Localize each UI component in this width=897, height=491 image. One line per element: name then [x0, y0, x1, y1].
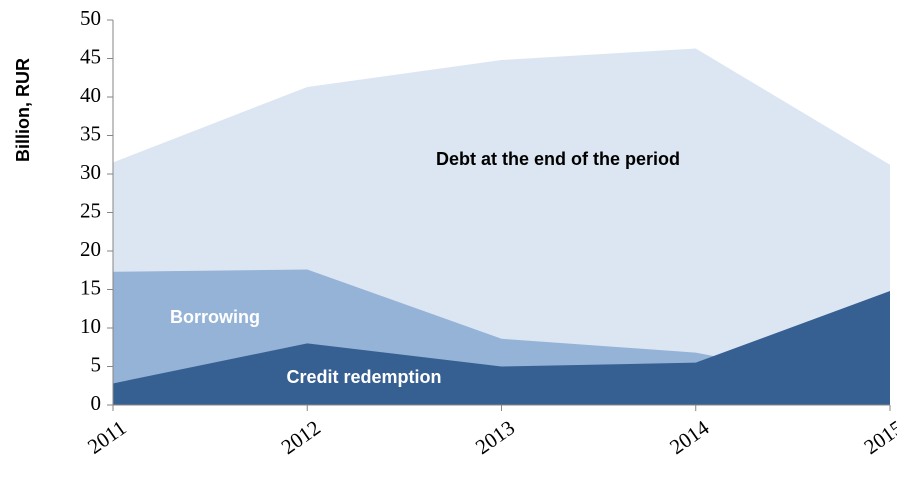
y-tick-label: 50: [80, 6, 101, 30]
y-tick-label: 45: [80, 44, 101, 68]
y-tick-label: 0: [91, 391, 102, 415]
series-label: Credit redemption: [286, 367, 441, 387]
y-tick-label: 30: [80, 160, 101, 184]
x-tick-label: 2013: [471, 415, 519, 459]
y-tick-label: 40: [80, 83, 101, 107]
y-tick-label: 25: [80, 198, 101, 222]
series-label: Debt at the end of the period: [436, 149, 680, 169]
y-axis-label: Billion, RUR: [13, 58, 33, 162]
y-tick-label: 10: [80, 314, 101, 338]
y-tick-label: 5: [91, 352, 102, 376]
y-tick-label: 35: [80, 121, 101, 145]
x-tick-label: 2012: [277, 415, 325, 459]
area: [113, 291, 890, 405]
y-tick-label: 20: [80, 237, 101, 261]
x-tick-label: 2015: [859, 415, 897, 459]
series-label: Borrowing: [170, 307, 260, 327]
x-tick-label: 2014: [665, 415, 714, 459]
x-tick-label: 2011: [83, 415, 131, 458]
y-tick-label: 15: [80, 275, 101, 299]
